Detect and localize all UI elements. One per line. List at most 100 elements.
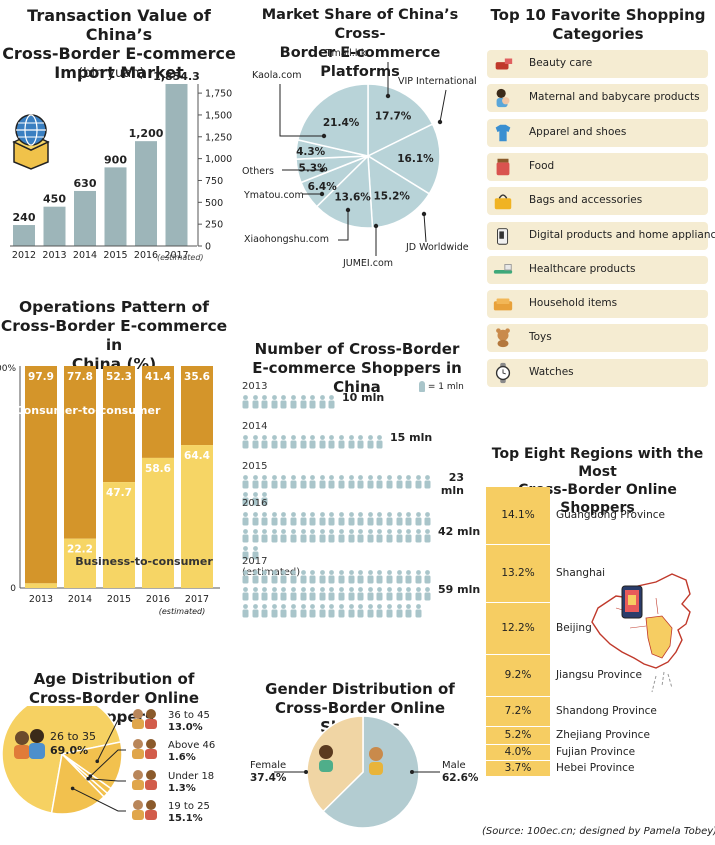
person-icon [242,394,249,409]
person-icon [261,474,268,489]
gender-slice [306,716,364,813]
female-icon [319,745,333,759]
person-icon [328,394,335,409]
transaction-bar [104,167,127,246]
category-label: Apparel and shoes [529,125,627,138]
market-share-slice [296,83,369,157]
region-percent: 4.0% [504,746,532,758]
person-icon [319,528,326,543]
person-icon [338,586,345,601]
region-name: Fujian Province [556,746,636,758]
female-icon [319,745,333,772]
category-item: Food [487,152,708,181]
person-icon [271,474,278,489]
region-row: 12.2% Beijing [486,603,592,655]
market-share-platform-label: JUMEI.com [342,258,393,269]
transaction-bar-chart: 240 2012 450 2013 630 2014 900 2015 1,200 2016 1,8… [10,70,232,261]
region-name: Beijing [556,622,592,634]
person-icon [242,491,249,506]
operations-b2c-bar [142,457,174,588]
market-share-slice [367,83,434,158]
source-note: (Source: 100ec.cn; designed by Pamela To… [482,826,715,837]
person-icon [300,474,307,489]
person-icon [133,800,143,810]
person-icon [376,474,383,489]
person-icon [396,603,403,618]
person-icon [319,586,326,601]
category-label: Beauty care [529,57,593,69]
person-icon [338,603,345,618]
operations-b2c-bar [181,445,213,588]
person-icon [367,528,374,543]
region-percent: 7.2% [504,705,532,717]
shoppers-title: Number of Cross-Border E-commerce Shoppe… [252,340,462,396]
person-icon [319,569,326,584]
operations-y-tick: 0 [10,584,16,594]
person-icon [376,586,383,601]
person-icon [242,528,249,543]
person-icon [309,569,316,584]
person-icon [252,603,259,618]
region-percent: 9.2% [504,669,532,681]
person-icon [252,434,259,449]
person-icon [242,434,249,449]
person-icon [133,770,143,780]
market-share-leader-dot [385,93,391,99]
transaction-y-tick: 1,000 [205,154,232,165]
person-icon [424,528,431,543]
male-icon [369,747,383,761]
operations-x-tick: 2016 [146,594,170,605]
category-item: Toys [487,324,708,353]
person-icon [376,528,383,543]
person-icon [242,545,249,560]
operations-b2c-value: 64.4 [184,450,210,462]
person-icon [242,603,249,618]
person-icon [280,474,287,489]
operations-b2c-bar [64,538,96,588]
male-icon [369,747,383,775]
person-icon [357,586,364,601]
person-icon [261,434,268,449]
operations-x-tick: 2014 [68,594,92,605]
transaction-x-tick: 2014 [73,250,97,261]
region-row: 3.7% Hebei Province [486,761,634,777]
operations-c2c-bar [181,366,213,446]
handbag-icon [491,190,515,212]
gender-leader-dot [304,770,308,774]
person-icon [271,394,278,409]
person-icon [300,511,307,526]
shirt-icon [491,122,515,144]
region-name: Hebei Province [556,762,635,774]
market-share-leader-dot [321,133,327,139]
transaction-y-tick: 1,250 [205,132,232,143]
person-icon [348,586,355,601]
person-icon [319,511,326,526]
person-icon [309,603,316,618]
transaction-bar [165,83,188,246]
category-label: Digital products and home appliances [529,228,715,241]
age-main-label [14,729,45,759]
category-item: Bags and accessories [487,187,708,216]
market-share-leader-dot [373,223,379,229]
category-label: Healthcare products [529,262,636,275]
region-row: 14.1% Guangdong Province [486,487,665,545]
person-icon [300,434,307,449]
category-label: Watches [529,365,574,378]
person-icon [424,511,431,526]
lipstick-icon [491,53,515,75]
market-share-leader-dot [421,211,427,217]
region-row: 13.2% Shanghai [486,545,605,603]
operations-c2c-bar [25,366,57,584]
person-icon [405,511,412,526]
transaction-bar [13,225,35,246]
region-percent: 12.2% [501,622,535,634]
person-icon [415,603,422,618]
market-share-leader-line [279,84,324,137]
gender-label: Male [442,760,466,771]
gender-leader-dot [410,770,414,774]
person-icon [290,474,297,489]
person-icon [132,770,157,790]
person-icon [252,586,259,601]
operations-c2c-bar [103,366,135,483]
teddy-bear-icon [491,327,515,349]
